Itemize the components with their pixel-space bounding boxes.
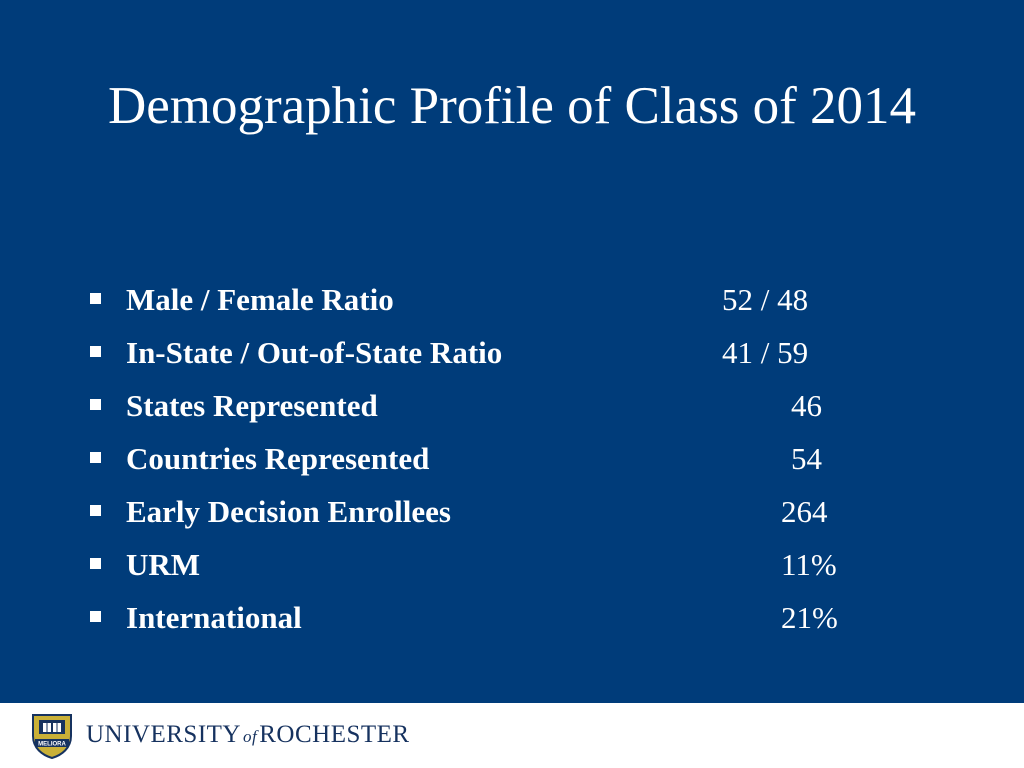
list-item: States Represented 46 bbox=[86, 382, 906, 435]
list-item: Early Decision Enrollees 264 bbox=[86, 488, 906, 541]
item-label: Countries Represented bbox=[126, 441, 430, 476]
university-wordmark: UNIVERSITY ofROCHESTER bbox=[86, 710, 410, 762]
item-value: 21% bbox=[781, 600, 838, 635]
slide-content-area: Demographic Profile of Class of 2014 Mal… bbox=[0, 0, 1024, 703]
list-item: URM 11% bbox=[86, 541, 906, 594]
square-bullet-icon bbox=[90, 293, 101, 304]
item-value: 52 / 48 bbox=[722, 282, 809, 317]
item-label: International bbox=[126, 600, 302, 635]
list-item: Countries Represented 54 bbox=[86, 435, 906, 488]
university-logo: MELIORA UNIVERSITY ofROCHESTER bbox=[30, 711, 410, 761]
square-bullet-icon bbox=[90, 558, 101, 569]
list-item: In-State / Out-of-State Ratio 41 / 59 bbox=[86, 329, 906, 382]
footer-bar: MELIORA UNIVERSITY ofROCHESTER bbox=[0, 703, 1024, 768]
square-bullet-icon bbox=[90, 505, 101, 516]
wordmark-university: UNIVERSITY bbox=[86, 721, 241, 748]
item-label: URM bbox=[126, 547, 201, 582]
item-value: 46 bbox=[791, 388, 822, 423]
item-label: Early Decision Enrollees bbox=[126, 494, 451, 529]
wordmark-of: of bbox=[243, 727, 258, 746]
seal-motto: MELIORA bbox=[38, 742, 66, 748]
item-value: 41 / 59 bbox=[722, 335, 809, 370]
square-bullet-icon bbox=[90, 611, 101, 622]
item-value: 11% bbox=[781, 547, 837, 582]
item-value: 54 bbox=[791, 441, 822, 476]
university-seal-icon: MELIORA bbox=[32, 714, 72, 760]
demographic-list: Male / Female Ratio 52 / 48 In-State / O… bbox=[86, 276, 906, 647]
square-bullet-icon bbox=[90, 399, 101, 410]
slide-title: Demographic Profile of Class of 2014 bbox=[107, 77, 917, 135]
wordmark-rochester: ROCHESTER bbox=[259, 721, 410, 748]
list-item: International 21% bbox=[86, 594, 906, 647]
square-bullet-icon bbox=[90, 452, 101, 463]
list-item: Male / Female Ratio 52 / 48 bbox=[86, 276, 906, 329]
square-bullet-icon bbox=[90, 346, 101, 357]
item-label: States Represented bbox=[126, 388, 378, 423]
item-value: 264 bbox=[781, 494, 828, 529]
item-label: In-State / Out-of-State Ratio bbox=[126, 335, 503, 370]
item-label: Male / Female Ratio bbox=[126, 282, 394, 317]
